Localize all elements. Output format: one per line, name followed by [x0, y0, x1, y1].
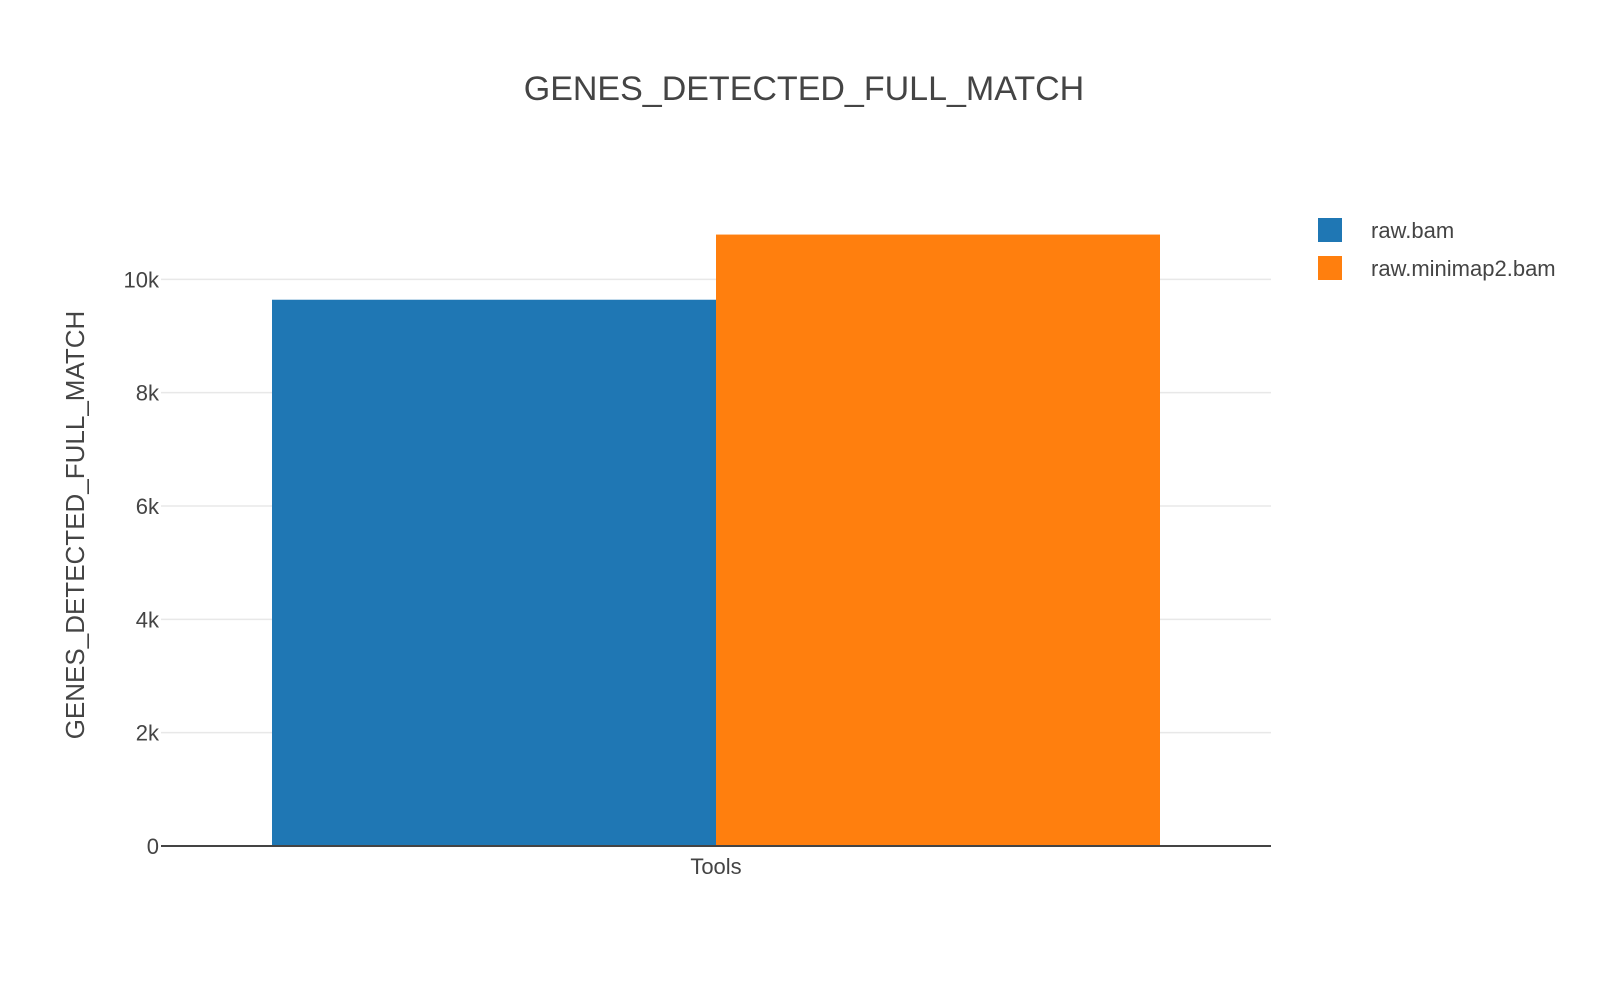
- y-tick-label: 4k: [136, 607, 160, 632]
- y-axis-title: GENES_DETECTED_FULL_MATCH: [60, 311, 90, 740]
- y-tick-label: 6k: [136, 494, 160, 519]
- legend-item[interactable]: raw.bam: [1318, 218, 1454, 243]
- x-tick-labels: Tools: [690, 854, 741, 879]
- legend-label: raw.bam: [1371, 218, 1454, 243]
- x-tick-label: Tools: [690, 854, 741, 879]
- y-tick-label: 8k: [136, 381, 160, 406]
- legend-swatch: [1318, 256, 1342, 280]
- bars: [272, 234, 1160, 847]
- y-tick-label: 10k: [124, 267, 160, 292]
- y-tick-labels: 0 2k 4k 6k 8k 10k: [124, 267, 160, 859]
- chart-title: GENES_DETECTED_FULL_MATCH: [524, 70, 1085, 108]
- y-tick-label: 0: [147, 834, 159, 859]
- bar-raw-minimap2-bam[interactable]: [716, 234, 1160, 847]
- y-tick-label: 2k: [136, 721, 160, 746]
- legend-label: raw.minimap2.bam: [1371, 256, 1556, 281]
- legend[interactable]: raw.bam raw.minimap2.bam: [1318, 218, 1556, 281]
- bar-raw-bam[interactable]: [272, 299, 716, 846]
- legend-swatch: [1318, 218, 1342, 242]
- legend-item[interactable]: raw.minimap2.bam: [1318, 256, 1556, 281]
